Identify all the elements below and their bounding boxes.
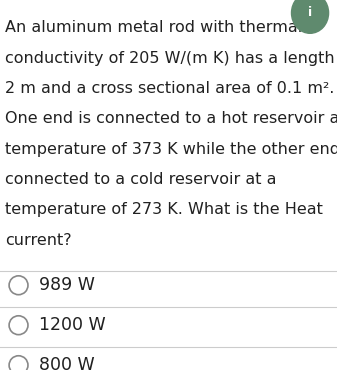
- Text: i: i: [308, 6, 312, 20]
- Text: 989 W: 989 W: [39, 276, 95, 294]
- Text: current?: current?: [5, 233, 72, 248]
- Text: temperature of 273 K. What is the Heat: temperature of 273 K. What is the Heat: [5, 202, 323, 218]
- Text: 2 m and a cross sectional area of 0.1 m².: 2 m and a cross sectional area of 0.1 m²…: [5, 81, 334, 96]
- Text: 1200 W: 1200 W: [39, 316, 105, 334]
- Text: An aluminum metal rod with thermal: An aluminum metal rod with thermal: [5, 20, 302, 36]
- Text: 800 W: 800 W: [39, 356, 94, 370]
- Circle shape: [292, 0, 329, 33]
- Text: One end is connected to a hot reservoir at a: One end is connected to a hot reservoir …: [5, 111, 337, 127]
- Text: connected to a cold reservoir at a: connected to a cold reservoir at a: [5, 172, 277, 187]
- Text: conductivity of 205 W/(m K) has a length of: conductivity of 205 W/(m K) has a length…: [5, 51, 337, 66]
- Text: temperature of 373 K while the other end is: temperature of 373 K while the other end…: [5, 142, 337, 157]
